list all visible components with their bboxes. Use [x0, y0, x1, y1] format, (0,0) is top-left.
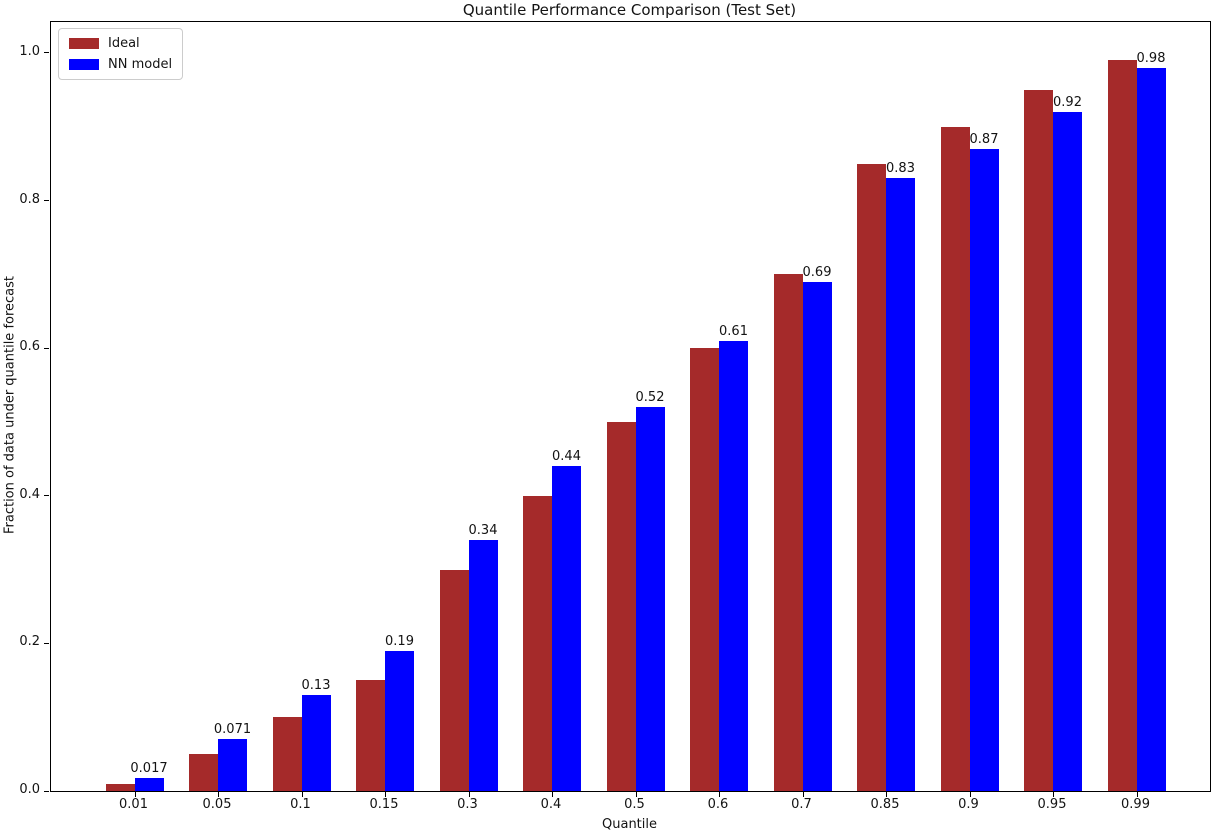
- bar-value-label: 0.92: [1053, 95, 1082, 111]
- y-tick-mark: [44, 790, 49, 792]
- x-tick-mark: [886, 792, 887, 797]
- bar-nn-model: [1053, 112, 1082, 791]
- chart-title: Quantile Performance Comparison (Test Se…: [462, 1, 797, 19]
- x-tick-label: 0.15: [369, 797, 399, 812]
- legend-item-ideal: Ideal: [69, 36, 172, 51]
- bar-nn-model: [385, 650, 414, 791]
- bar-value-label: 0.98: [1136, 50, 1166, 66]
- bar-nn-model: [218, 738, 247, 791]
- x-tick-label: 0.95: [1037, 797, 1067, 812]
- x-tick-label: 0.7: [791, 797, 812, 812]
- y-tick-mark: [44, 52, 49, 54]
- x-tick-label: 0.85: [870, 797, 900, 812]
- bar-value-label: 0.69: [802, 264, 832, 280]
- y-tick-mark: [44, 347, 49, 349]
- bar-ideal: [1107, 60, 1137, 791]
- y-tick-mark: [44, 200, 49, 202]
- x-tick-label: 0.05: [202, 797, 232, 812]
- bar-nn-model: [802, 281, 832, 791]
- x-tick-mark: [468, 792, 470, 797]
- x-tick-mark: [1053, 792, 1054, 797]
- bar-value-label: 0.19: [385, 633, 414, 649]
- x-tick-mark: [635, 792, 637, 797]
- bar-value-label: 0.071: [213, 721, 252, 737]
- bar-nn-model: [1136, 67, 1166, 791]
- y-tick-mark: [44, 642, 49, 644]
- x-tick-mark: [552, 792, 553, 797]
- bar-ideal: [857, 163, 886, 791]
- bar-ideal: [773, 274, 803, 791]
- x-tick-label: 0.99: [1121, 797, 1150, 812]
- y-tick-label: 0.8: [19, 191, 40, 207]
- y-tick-label: 0.6: [19, 339, 40, 355]
- y-axis-label: Fraction of data under quantile forecast: [2, 275, 18, 535]
- bar-value-label: 0.017: [130, 761, 168, 777]
- x-tick-mark: [719, 792, 720, 797]
- bar-nn-model: [134, 778, 164, 791]
- x-tick-mark: [218, 792, 219, 797]
- bar-value-label: 0.61: [719, 323, 748, 339]
- y-tick-label: 1.0: [19, 43, 40, 59]
- bar-ideal: [1024, 89, 1053, 791]
- bar-ideal: [105, 783, 135, 791]
- bar-value-label: 0.13: [301, 678, 331, 694]
- x-tick-mark: [969, 792, 971, 797]
- x-tick-label: 0.6: [707, 797, 729, 812]
- bar-value-label: 0.87: [969, 131, 999, 147]
- bar-ideal: [523, 495, 552, 791]
- legend-label-ideal: Ideal: [108, 36, 140, 51]
- x-tick-mark: [802, 792, 804, 797]
- bar-nn-model: [886, 178, 915, 791]
- plot-area: Ideal NN model 0.017 0.071 0.13 0.19 0.34 0.4…: [44, 21, 1211, 797]
- y-tick-label: 0.2: [19, 634, 40, 650]
- bar-ideal: [356, 680, 385, 791]
- bar-ideal: [690, 348, 719, 791]
- x-tick-label: 0.1: [290, 797, 311, 812]
- legend-label-nn-model: NN model: [108, 57, 173, 72]
- y-tick-label: 0.4: [19, 486, 40, 502]
- legend-item-nn-model: NN model: [69, 57, 172, 72]
- y-tick-mark: [44, 495, 49, 497]
- x-tick-mark: [385, 792, 386, 797]
- x-tick-mark: [1136, 792, 1138, 797]
- bar-value-label: 0.44: [552, 449, 581, 465]
- x-tick-mark: [301, 792, 303, 797]
- bar-nn-model: [969, 148, 999, 791]
- x-tick-label: 0.9: [958, 797, 979, 812]
- x-tick-label: 0.3: [457, 797, 478, 812]
- bar-nn-model: [552, 466, 581, 791]
- legend-swatch-ideal: [69, 38, 99, 49]
- bar-nn-model: [719, 340, 748, 791]
- x-tick-label: 0.4: [540, 797, 562, 812]
- bar-value-label: 0.34: [468, 523, 498, 539]
- legend-swatch-nn-model: [69, 59, 99, 70]
- bar-ideal: [439, 569, 469, 791]
- bar-value-label: 0.83: [886, 161, 915, 177]
- x-axis-label: Quantile: [602, 817, 657, 832]
- y-tick-label: 0.0: [19, 782, 40, 797]
- x-tick-label: 0.5: [624, 797, 645, 812]
- bar-nn-model: [468, 540, 498, 791]
- bar-ideal: [272, 717, 302, 791]
- x-tick-mark: [134, 792, 136, 797]
- x-tick-label: 0.01: [119, 797, 148, 812]
- bar-ideal: [606, 422, 636, 791]
- legend: Ideal NN model: [58, 28, 184, 80]
- bar-ideal: [189, 754, 218, 791]
- bar-value-label: 0.52: [635, 390, 665, 406]
- bar-ideal: [940, 126, 970, 791]
- bar-nn-model: [635, 407, 665, 791]
- bar-nn-model: [301, 695, 331, 791]
